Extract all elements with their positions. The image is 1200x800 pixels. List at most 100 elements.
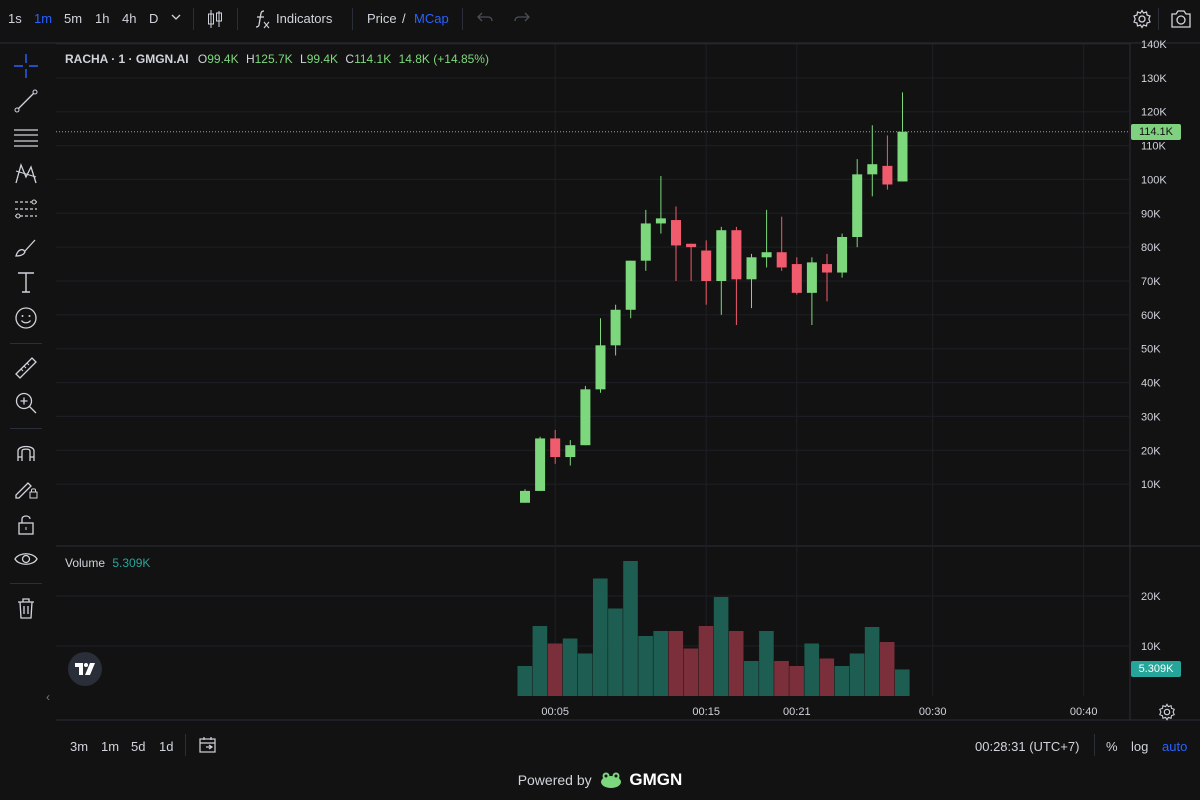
gear-icon[interactable] bbox=[1132, 9, 1152, 32]
trash-icon[interactable] bbox=[12, 594, 40, 622]
tradingview-logo[interactable] bbox=[68, 652, 102, 686]
undo-icon[interactable] bbox=[477, 11, 493, 28]
lock-icon[interactable] bbox=[12, 510, 40, 538]
emoji-icon[interactable] bbox=[12, 304, 40, 332]
price-tick-label: 140K bbox=[1141, 39, 1167, 51]
collapse-toolbar-icon[interactable]: ‹ bbox=[46, 690, 50, 704]
divider bbox=[237, 8, 238, 30]
volume-bar bbox=[759, 631, 774, 696]
ruler-icon[interactable] bbox=[12, 354, 40, 382]
price-tick-label: 80K bbox=[1141, 242, 1161, 254]
price-tick-label: 110K bbox=[1141, 141, 1167, 153]
pattern-icon[interactable] bbox=[12, 160, 40, 188]
candle-body bbox=[822, 264, 832, 273]
volume-value: 5.309K bbox=[112, 556, 151, 570]
drawing-toolbar: ‹ bbox=[0, 38, 52, 718]
time-tick-label: 00:15 bbox=[692, 706, 720, 718]
volume-bar bbox=[608, 608, 623, 696]
symbol-title: RACHA · 1 · GMGN.AI bbox=[65, 52, 189, 66]
candle-body bbox=[520, 490, 530, 503]
volume-bar bbox=[834, 666, 850, 696]
trend-line-icon[interactable] bbox=[12, 87, 40, 115]
axis-settings-icon[interactable] bbox=[1158, 703, 1176, 724]
date-range-icon[interactable] bbox=[198, 735, 218, 758]
candle-body bbox=[655, 218, 666, 224]
last-volume-tag: 5.309K bbox=[1131, 661, 1181, 677]
divider bbox=[193, 8, 194, 30]
range-1d[interactable]: 1d bbox=[159, 739, 174, 754]
volume-bar bbox=[517, 666, 533, 696]
volume-bar bbox=[879, 642, 895, 696]
powered-by-footer: Powered by GMGN bbox=[0, 770, 1200, 792]
price-toggle[interactable]: Price bbox=[367, 11, 397, 26]
timeframe-4h[interactable]: 4h bbox=[122, 11, 137, 26]
price-tick-label: 130K bbox=[1141, 73, 1167, 85]
volume-bar bbox=[849, 653, 865, 696]
volume-bar bbox=[819, 658, 835, 696]
range-1m[interactable]: 1m bbox=[101, 739, 120, 754]
text-icon[interactable] bbox=[12, 268, 40, 296]
divider bbox=[462, 8, 463, 30]
clock-display[interactable]: 00:28:31 (UTC+7) bbox=[975, 739, 1080, 754]
timeframe-1s[interactable]: 1s bbox=[8, 11, 22, 26]
volume-bar bbox=[774, 661, 789, 696]
brush-icon[interactable] bbox=[12, 233, 40, 261]
volume-bar bbox=[789, 666, 804, 696]
candle-body bbox=[565, 445, 576, 458]
volume-bar bbox=[532, 626, 548, 696]
open-key: O bbox=[197, 52, 208, 66]
log-toggle[interactable]: log bbox=[1131, 739, 1149, 754]
last-price-tag: 114.1K bbox=[1131, 123, 1181, 140]
timeframe-d[interactable]: D bbox=[149, 11, 159, 26]
candle-body bbox=[791, 264, 802, 293]
time-tick-label: 00:05 bbox=[541, 706, 569, 718]
timeframe-1m[interactable]: 1m bbox=[34, 11, 53, 26]
timeframe-5m[interactable]: 5m bbox=[64, 11, 83, 26]
chevron-down-icon[interactable] bbox=[170, 11, 182, 26]
price-tick-label: 60K bbox=[1141, 310, 1161, 322]
range-5d[interactable]: 5d bbox=[131, 739, 146, 754]
price-tick-label: 50K bbox=[1141, 344, 1161, 356]
brand-name: GMGN bbox=[629, 770, 683, 789]
divider bbox=[352, 8, 353, 30]
candle-body bbox=[535, 438, 546, 491]
crosshair-icon[interactable] bbox=[12, 52, 40, 80]
percent-toggle[interactable]: % bbox=[1106, 739, 1118, 754]
zoom-in-icon[interactable] bbox=[12, 389, 40, 417]
candle-body bbox=[701, 250, 712, 281]
divider bbox=[1158, 8, 1159, 30]
camera-icon[interactable] bbox=[1170, 9, 1192, 32]
candle-body bbox=[746, 257, 757, 280]
high-key: H bbox=[245, 52, 255, 66]
auto-toggle[interactable]: auto bbox=[1162, 739, 1188, 754]
range-3m[interactable]: 3m bbox=[70, 739, 89, 754]
indicators-button[interactable]: Indicators bbox=[276, 11, 333, 26]
mcap-toggle[interactable]: MCap bbox=[414, 11, 449, 26]
volume-bar bbox=[698, 626, 714, 696]
divider bbox=[1094, 734, 1095, 756]
horizontal-lines-icon[interactable] bbox=[12, 124, 40, 152]
low-key: L bbox=[300, 52, 307, 66]
candles-icon[interactable] bbox=[205, 8, 225, 33]
open-value: 99.4K bbox=[207, 52, 239, 66]
divider bbox=[10, 583, 42, 584]
magnet-icon[interactable] bbox=[12, 438, 40, 466]
timeframe-1h[interactable]: 1h bbox=[95, 11, 110, 26]
candle-body bbox=[671, 220, 681, 246]
time-tick-label: 00:30 bbox=[919, 706, 947, 718]
volume-bar bbox=[547, 643, 563, 696]
pencil-lock-icon[interactable] bbox=[12, 474, 40, 502]
candle-body bbox=[882, 165, 893, 185]
volume-tick-label: 10K bbox=[1141, 641, 1161, 653]
eye-icon[interactable] bbox=[12, 545, 40, 573]
function-icon[interactable] bbox=[253, 8, 271, 33]
volume-bar bbox=[638, 636, 653, 696]
price-tick-label: 100K bbox=[1141, 174, 1167, 186]
fib-icon[interactable] bbox=[12, 196, 40, 224]
frog-logo-icon bbox=[599, 771, 623, 792]
volume-bar bbox=[562, 638, 578, 696]
bottom-toolbar: 3m 1m 5d 1d 00:28:31 (UTC+7) % log auto bbox=[0, 730, 1200, 760]
redo-icon[interactable] bbox=[514, 11, 530, 28]
ohlc-legend: RACHA · 1 · GMGN.AI O99.4K H125.7K L99.4… bbox=[65, 52, 489, 66]
